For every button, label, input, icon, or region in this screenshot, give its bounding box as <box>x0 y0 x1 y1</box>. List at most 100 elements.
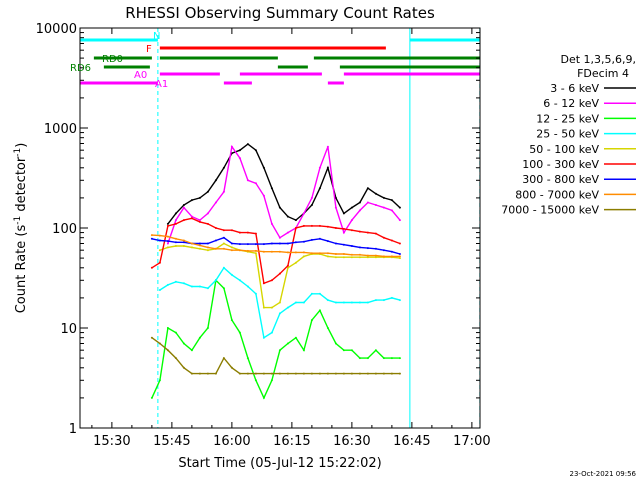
legend-label-6: 300 - 800 keV <box>522 173 599 186</box>
legend-label-7: 800 - 7000 keV <box>515 188 599 201</box>
series-7-point-25 <box>342 253 345 255</box>
series-4-point-4 <box>174 245 177 247</box>
series-1-point-3 <box>166 242 169 245</box>
series-8-point-10 <box>222 357 225 360</box>
footer-date: 23-Oct-2021 09:56 <box>570 470 637 478</box>
series-4-point-2 <box>158 249 161 252</box>
series-6-point-30 <box>382 249 385 252</box>
series-0-point-16 <box>270 187 273 190</box>
series-5-point-7 <box>198 220 201 223</box>
series-2-point-21 <box>310 319 313 322</box>
series-3-point-19 <box>294 301 297 304</box>
series-7-point-30 <box>382 255 385 258</box>
flag-label-n: N <box>153 31 160 42</box>
series-6-point-14 <box>254 243 257 246</box>
series-0-point-28 <box>366 187 369 190</box>
series-5-point-9 <box>214 227 217 229</box>
series-2-point-12 <box>238 331 241 334</box>
series-5-point-18 <box>286 264 289 267</box>
series-3-point-2 <box>158 289 161 291</box>
series-4-point-10 <box>222 242 225 245</box>
series-0-point-10 <box>222 166 225 169</box>
series-3-point-28 <box>366 301 369 304</box>
series-4-point-20 <box>302 255 305 258</box>
series-2-point-1 <box>150 396 153 399</box>
series-8-point-7 <box>198 372 201 375</box>
legend: Det 1,3,5,6,9, FDecim 4 3 - 6 keV 6 - 12 … <box>501 53 636 217</box>
series-5-point-24 <box>334 227 337 229</box>
series-3-point-30 <box>382 299 385 302</box>
series-line-2 <box>151 278 400 400</box>
series-7-point-22 <box>318 252 321 255</box>
series-5-point-11 <box>230 229 233 232</box>
series-line-1 <box>167 144 401 244</box>
series-3-point-26 <box>350 301 353 304</box>
series-0-point-26 <box>350 206 353 209</box>
series-6-point-19 <box>294 241 297 244</box>
series-8-point-29 <box>374 372 377 375</box>
series-6-point-7 <box>198 242 201 245</box>
series-1-point-11 <box>230 145 233 148</box>
series-8-point-13 <box>246 372 249 375</box>
series-5-point-4 <box>174 222 177 225</box>
series-3-point-16 <box>270 331 273 334</box>
series-6-point-3 <box>166 240 169 243</box>
legend-header-line2: FDecim 4 <box>577 67 629 80</box>
legend-label-1: 6 - 12 keV <box>543 97 599 110</box>
series-1-point-30 <box>382 206 385 209</box>
series-2-point-30 <box>382 357 385 360</box>
series-0-point-31 <box>390 199 393 202</box>
series-6-point-29 <box>374 247 377 250</box>
series-2-point-29 <box>374 349 377 352</box>
series-7-point-3 <box>166 235 169 238</box>
chart-title: RHESSI Observing Summary Count Rates <box>125 4 435 22</box>
series-6-point-11 <box>230 242 233 245</box>
series-2-point-32 <box>398 357 401 360</box>
series-6-point-10 <box>222 236 225 239</box>
y-axis-label-sup1: -1 <box>13 216 23 225</box>
series-4-point-24 <box>334 256 337 259</box>
series-1-point-24 <box>334 206 337 209</box>
series-8-point-18 <box>286 372 289 375</box>
series-5-point-32 <box>398 242 401 245</box>
series-1-point-4 <box>174 219 177 222</box>
y-tick-label-2: 100 <box>52 222 77 237</box>
series-8-point-30 <box>382 372 385 375</box>
series-6-point-12 <box>238 243 241 246</box>
y-axis-label-part1: Count Rate (s <box>14 225 29 314</box>
series-6-point-20 <box>302 240 305 243</box>
x-tick-label-1: 15:45 <box>153 434 190 449</box>
series-1-point-26 <box>350 219 353 222</box>
series-7-point-11 <box>230 249 233 252</box>
series-1-point-6 <box>190 215 193 218</box>
series-8-point-31 <box>390 372 393 375</box>
series-3-point-12 <box>238 279 241 282</box>
series-6-point-26 <box>350 245 353 247</box>
series-line-5 <box>151 217 401 285</box>
series-3-point-32 <box>398 299 401 302</box>
series-2-point-16 <box>270 379 273 382</box>
series-0-point-22 <box>318 187 321 190</box>
series-3-point-18 <box>286 306 289 309</box>
series-4-point-7 <box>198 247 201 250</box>
series-2-point-11 <box>230 319 233 322</box>
series-8-point-17 <box>278 372 281 375</box>
series-8-point-19 <box>294 372 297 375</box>
series-2-point-27 <box>358 357 361 360</box>
series-3-point-3 <box>166 283 169 286</box>
series-4-point-32 <box>398 257 401 260</box>
series-3-point-17 <box>278 312 281 315</box>
series-2-point-13 <box>246 357 249 360</box>
series-1-point-25 <box>342 231 345 234</box>
series-4-point-18 <box>286 266 289 269</box>
series-6-point-15 <box>262 243 265 246</box>
series-2-point-31 <box>390 357 393 360</box>
series-4-point-25 <box>342 256 345 259</box>
series-3-point-4 <box>174 280 177 283</box>
flag-label-rd0: RD0 <box>102 54 123 65</box>
series-0-point-7 <box>198 196 201 199</box>
series-3-point-7 <box>198 285 201 288</box>
series-3-point-9 <box>214 279 217 282</box>
series-0-point-24 <box>334 196 337 199</box>
series-3-point-31 <box>390 296 393 299</box>
